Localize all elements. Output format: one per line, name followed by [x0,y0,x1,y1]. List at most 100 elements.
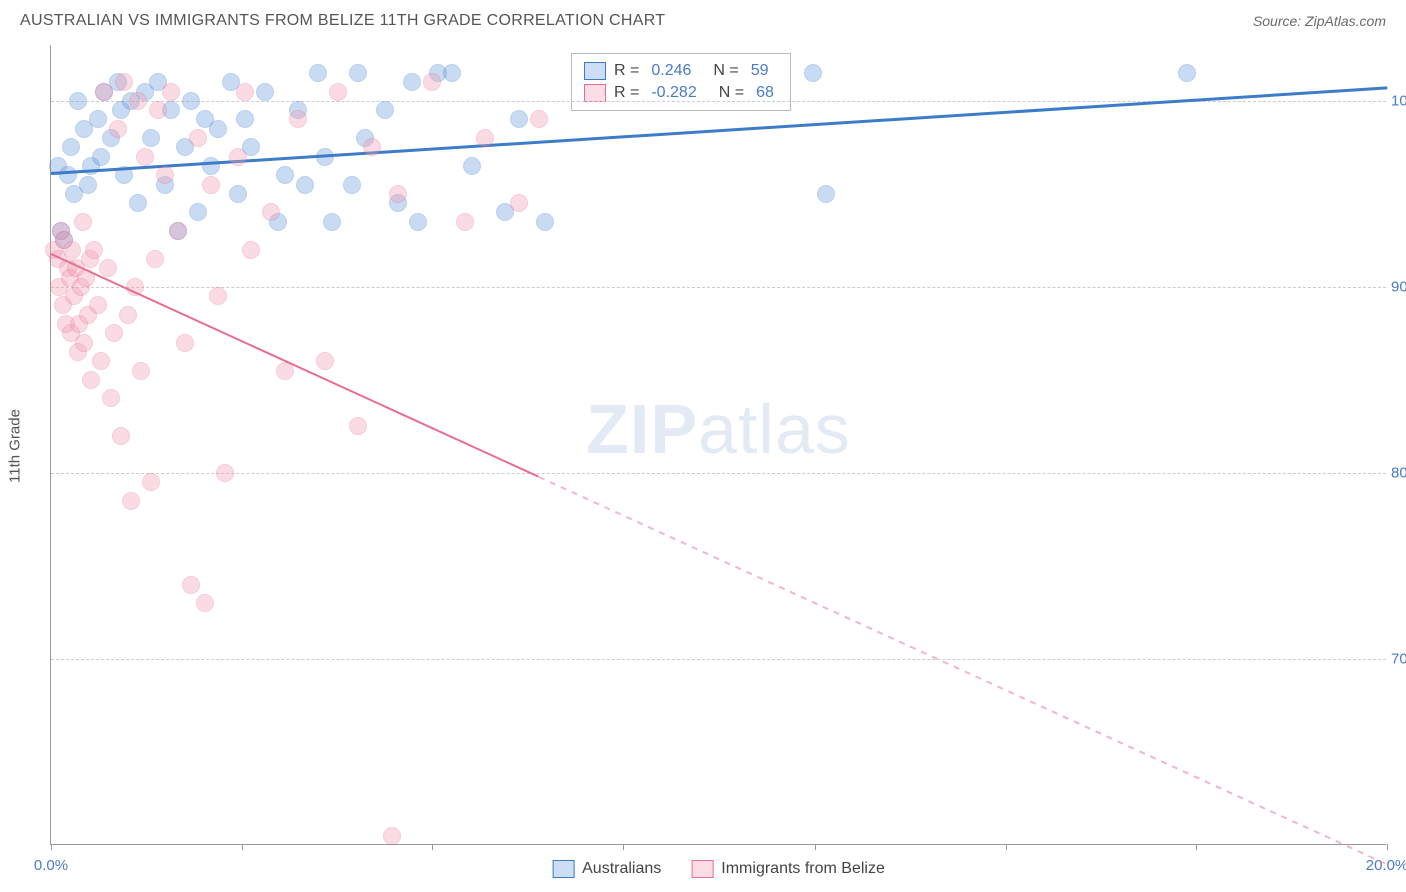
data-point [59,166,77,184]
data-point [156,166,174,184]
data-point [109,120,127,138]
series-legend: AustraliansImmigrants from Belize [552,860,885,878]
data-point [209,120,227,138]
data-point [63,241,81,259]
x-tick [242,844,243,850]
data-point [74,213,92,231]
data-point [169,222,187,240]
data-point [146,250,164,268]
x-tick [815,844,816,850]
data-point [202,157,220,175]
data-point [136,148,154,166]
x-tick [623,844,624,850]
data-point [115,73,133,91]
scatter-chart: ZIPatlas R =0.246N =59R =-0.282N =68 Aus… [50,45,1386,845]
data-point [296,176,314,194]
data-point [85,241,103,259]
data-point [276,166,294,184]
data-point [142,129,160,147]
legend-item: Immigrants from Belize [691,860,885,878]
legend-swatch [691,860,713,878]
data-point [463,157,481,175]
data-point [162,83,180,101]
data-point [389,185,407,203]
data-point [92,352,110,370]
data-point [95,83,113,101]
data-point [323,213,341,231]
trend-line [538,476,1387,865]
data-point [209,287,227,305]
data-point [105,324,123,342]
data-point [316,352,334,370]
data-point [804,64,822,82]
data-point [182,92,200,110]
y-axis-label: 11th Grade [7,409,24,483]
legend-swatch [584,62,606,80]
data-point [75,334,93,352]
data-point [349,417,367,435]
data-point [289,110,307,128]
data-point [817,185,835,203]
x-tick [1387,844,1388,850]
x-tick [51,844,52,850]
data-point [349,64,367,82]
grid-line [51,659,1386,660]
data-point [256,83,274,101]
y-tick-label: 70.0% [1391,650,1406,667]
grid-line [51,473,1386,474]
source-label: Source: ZipAtlas.com [1253,13,1386,29]
data-point [129,92,147,110]
data-point [376,101,394,119]
data-point [242,241,260,259]
data-point [363,138,381,156]
data-point [536,213,554,231]
data-point [112,427,130,445]
data-point [510,110,528,128]
x-tick [1006,844,1007,850]
legend-swatch [584,84,606,102]
data-point [423,73,441,91]
data-point [329,83,347,101]
data-point [92,148,110,166]
data-point [89,296,107,314]
x-tick-label: 20.0% [1366,857,1406,874]
data-point [236,83,254,101]
data-point [530,110,548,128]
data-point [79,176,97,194]
data-point [102,389,120,407]
data-point [236,110,254,128]
data-point [189,129,207,147]
data-point [142,473,160,491]
data-point [122,492,140,510]
legend-row: R =0.246N =59 [584,60,778,82]
data-point [309,64,327,82]
data-point [82,371,100,389]
data-point [383,827,401,845]
data-point [229,148,247,166]
data-point [149,101,167,119]
data-point [510,194,528,212]
y-tick-label: 90.0% [1391,278,1406,295]
data-point [262,203,280,221]
data-point [176,334,194,352]
data-point [196,594,214,612]
grid-line [51,287,1386,288]
x-tick-label: 0.0% [34,857,68,874]
chart-title: AUSTRALIAN VS IMMIGRANTS FROM BELIZE 11T… [20,12,665,30]
x-tick [1196,844,1197,850]
data-point [1178,64,1196,82]
data-point [343,176,361,194]
data-point [229,185,247,203]
data-point [456,213,474,231]
data-point [476,129,494,147]
data-point [99,259,117,277]
y-tick-label: 100.0% [1391,92,1406,109]
x-tick [432,844,433,850]
correlation-legend: R =0.246N =59R =-0.282N =68 [571,53,791,111]
data-point [89,110,107,128]
data-point [403,73,421,91]
data-point [409,213,427,231]
data-point [202,176,220,194]
legend-swatch [552,860,574,878]
data-point [129,194,147,212]
